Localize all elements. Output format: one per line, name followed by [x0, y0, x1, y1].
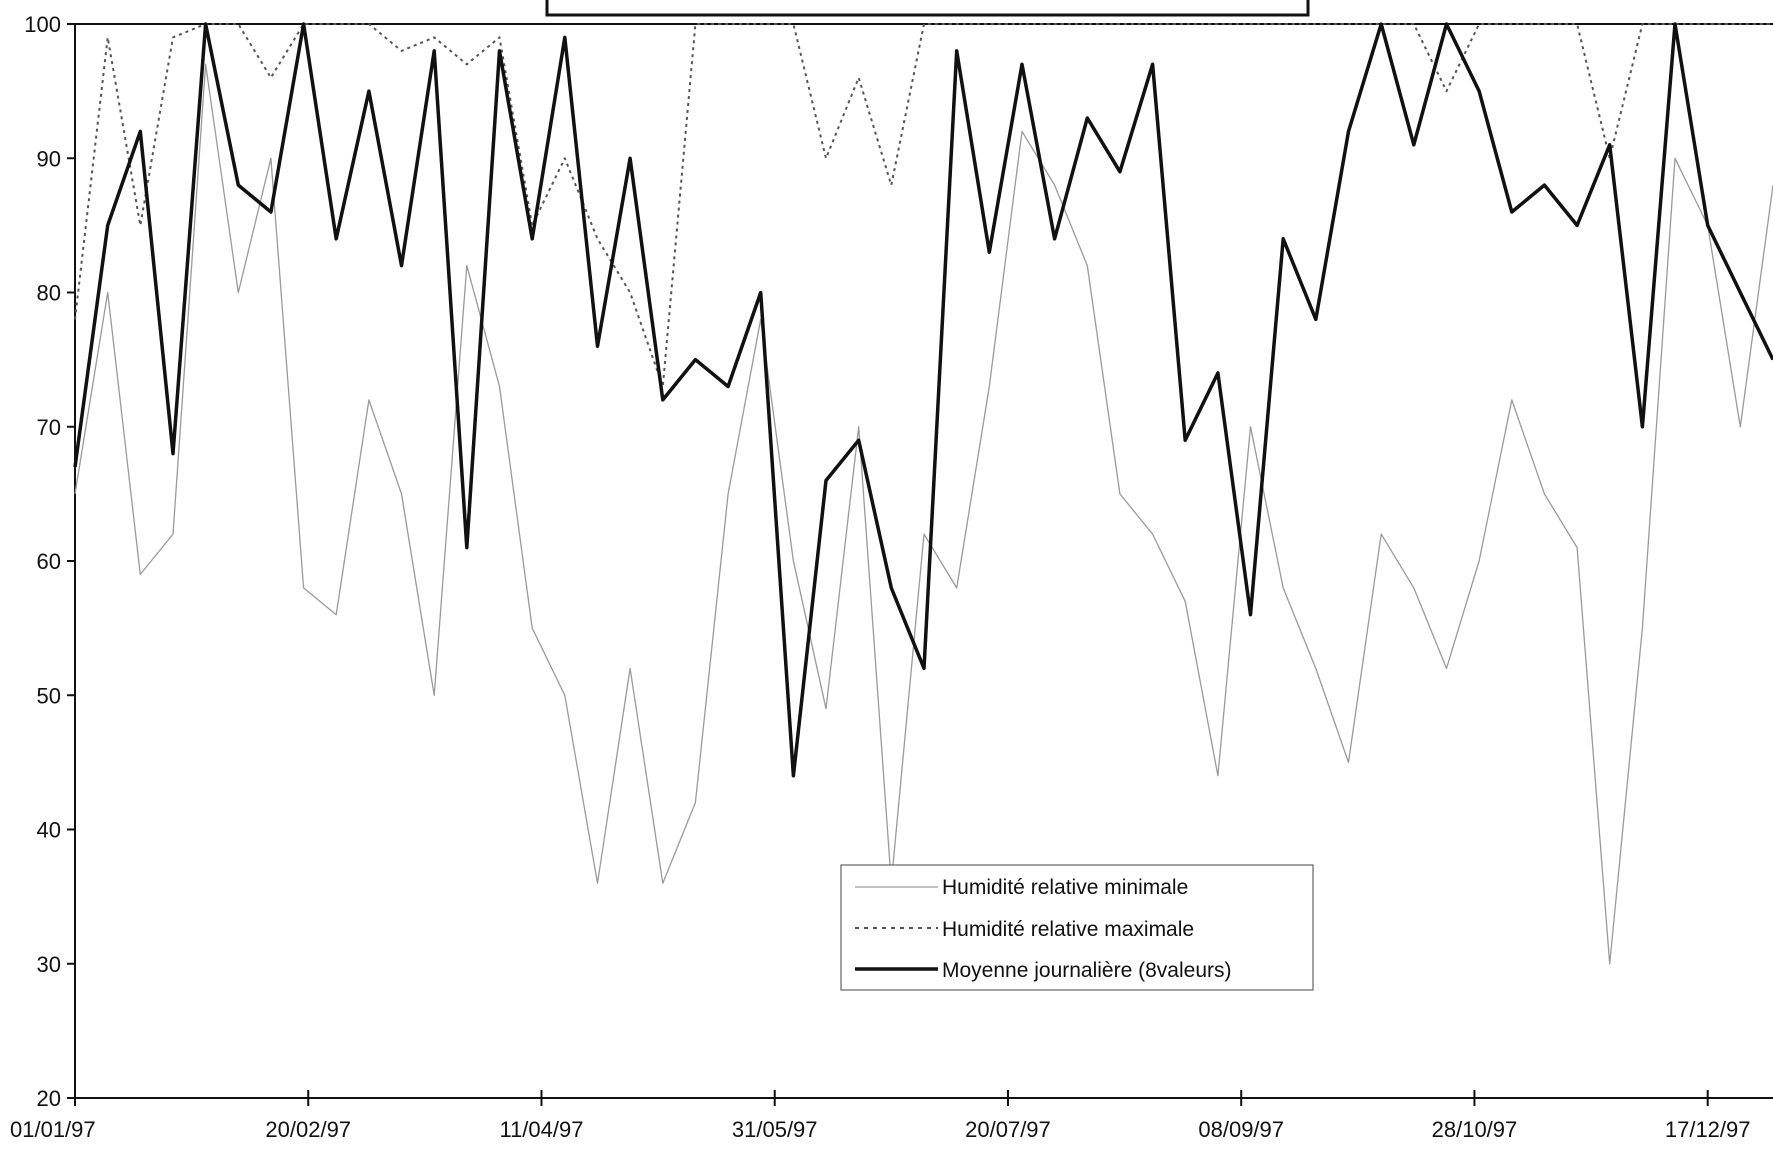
title-box-frame: [545, 0, 1310, 17]
legend-label-min: Humidité relative minimale: [942, 876, 1188, 899]
x-tick-group: 01/01/97 20/02/97 11/04/97 31/05/97 20/07/97…: [10, 1090, 1751, 1142]
legend-label-mean: Moyenne journalière (8valeurs): [942, 959, 1231, 982]
y-tick-group: 20 30 40 50 60 70 80 90 100: [24, 12, 75, 1111]
legend: Humidité relative minimale Humidité rela…: [840, 864, 1314, 991]
series-line-mean: [73, 22, 1773, 778]
series-line-max: [74, 23, 1773, 388]
y-tick-label: 50: [37, 683, 61, 708]
x-tick-label: 20/07/97: [965, 1117, 1051, 1142]
x-tick-label: 28/10/97: [1432, 1117, 1518, 1142]
y-tick-label: 80: [37, 281, 61, 306]
y-tick-label: 40: [37, 818, 61, 843]
legend-label-max: Humidité relative maximale: [942, 918, 1194, 941]
series-layer: [73, 22, 1773, 965]
y-tick-label: 20: [37, 1086, 61, 1111]
series-line-min: [74, 63, 1773, 965]
x-tick-label: 08/09/97: [1198, 1117, 1284, 1142]
y-tick-label: 30: [37, 952, 61, 977]
y-tick-label: 70: [37, 415, 61, 440]
y-tick-label: 100: [24, 12, 61, 37]
x-tick-label: 01/01/97: [10, 1117, 96, 1142]
y-tick-label: 60: [37, 549, 61, 574]
y-tick-label: 90: [37, 146, 61, 171]
x-tick-label: 11/04/97: [499, 1117, 583, 1142]
x-tick-label: 20/02/97: [265, 1117, 351, 1142]
x-tick-label: 31/05/97: [732, 1117, 818, 1142]
x-tick-label: 17/12/97: [1665, 1117, 1751, 1142]
